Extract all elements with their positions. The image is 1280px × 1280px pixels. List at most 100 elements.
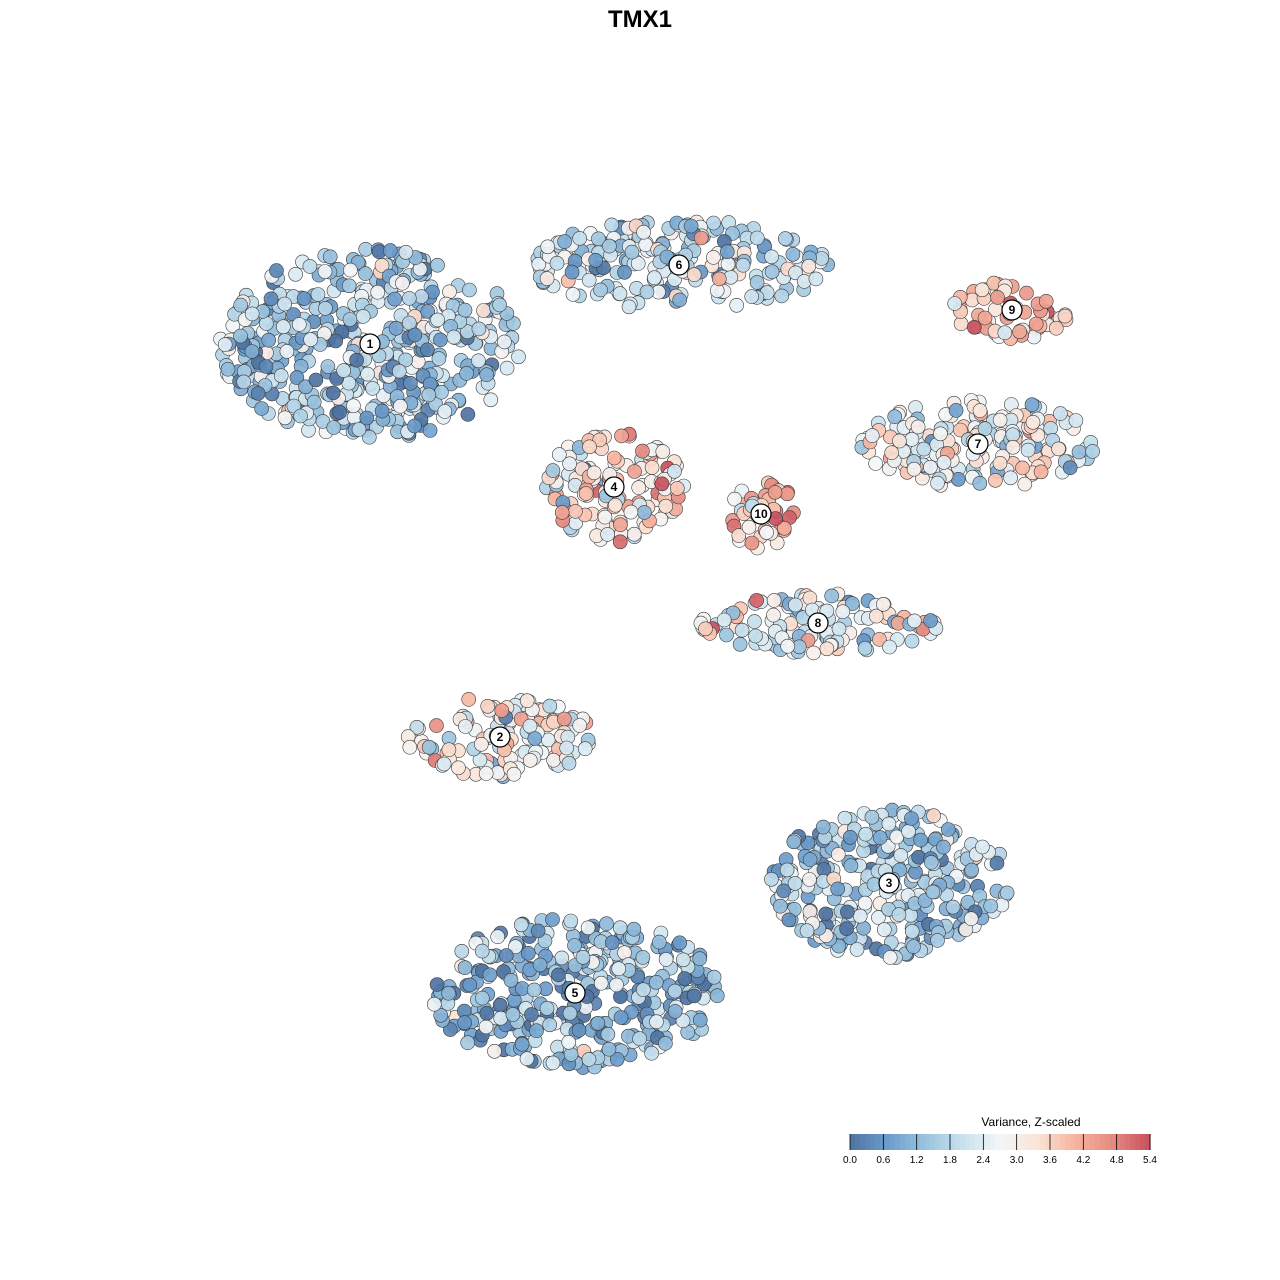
cell-point xyxy=(263,291,279,307)
cell-point xyxy=(830,847,846,862)
cell-point xyxy=(382,243,398,258)
cell-point xyxy=(478,766,494,781)
cell-point xyxy=(864,809,880,825)
colorbar-segment xyxy=(1070,1134,1076,1150)
cell-point xyxy=(609,1052,625,1067)
colorbar-segment xyxy=(910,1134,916,1150)
cell-point xyxy=(1071,444,1087,460)
colorbar-segment xyxy=(1100,1134,1106,1150)
cell-point xyxy=(478,1019,494,1035)
cell-point xyxy=(557,234,572,249)
cell-point xyxy=(530,923,546,939)
cell-point xyxy=(849,942,865,957)
cell-point xyxy=(1025,414,1041,430)
cell-point xyxy=(747,614,762,629)
cell-point xyxy=(462,977,478,993)
cell-point xyxy=(989,855,1005,871)
cell-point xyxy=(542,1017,558,1033)
cell-point xyxy=(1028,316,1044,332)
cell-point xyxy=(567,938,582,953)
cell-point xyxy=(709,988,725,1004)
cell-point xyxy=(482,967,498,983)
cell-point xyxy=(554,505,570,520)
cluster-label-5: 5 xyxy=(564,982,586,1004)
cell-point xyxy=(402,739,418,755)
cell-point xyxy=(913,832,929,848)
cell-point xyxy=(609,977,624,993)
cell-point xyxy=(997,325,1013,341)
colorbar-segment xyxy=(900,1134,906,1150)
colorbar-segment xyxy=(1140,1134,1146,1150)
cell-point xyxy=(872,632,887,647)
cell-point xyxy=(601,1041,617,1057)
cell-point xyxy=(658,498,674,514)
colorbar-segment xyxy=(965,1134,971,1150)
cell-point xyxy=(1024,397,1040,413)
cell-point xyxy=(308,372,324,388)
cell-point xyxy=(741,519,757,535)
cell-point xyxy=(460,407,476,422)
cell-point xyxy=(458,719,473,734)
cell-point xyxy=(279,344,295,359)
cell-point xyxy=(719,627,734,643)
cell-point xyxy=(349,352,364,368)
cell-point xyxy=(582,439,597,455)
cell-point xyxy=(421,739,437,755)
cell-point xyxy=(857,640,873,656)
cell-point xyxy=(719,244,735,259)
cell-point xyxy=(1053,406,1068,421)
cell-point xyxy=(621,299,637,315)
cell-point xyxy=(407,418,422,434)
colorbar-segment xyxy=(1000,1134,1006,1150)
cell-point xyxy=(842,829,858,845)
cell-point xyxy=(343,262,358,278)
cluster-label-text: 8 xyxy=(815,616,822,630)
cell-point xyxy=(686,267,702,283)
cell-point xyxy=(529,1023,544,1038)
cell-point xyxy=(277,410,293,426)
cell-point xyxy=(776,883,791,899)
cell-point xyxy=(554,950,570,966)
cell-point xyxy=(964,862,980,878)
cell-point xyxy=(875,596,891,612)
colorbar-segment xyxy=(1025,1134,1031,1150)
cell-point xyxy=(774,288,790,304)
cell-point xyxy=(686,988,702,1004)
cell-point xyxy=(906,461,922,477)
cluster-label-text: 2 xyxy=(497,730,504,744)
cell-point xyxy=(904,924,920,939)
cell-point xyxy=(787,876,803,891)
cell-point xyxy=(777,231,793,246)
cell-point xyxy=(296,291,312,306)
cell-point xyxy=(561,755,577,771)
cell-point xyxy=(882,950,898,965)
cell-point xyxy=(635,443,650,459)
cell-point xyxy=(667,983,683,999)
cell-point xyxy=(604,935,620,950)
colorbar xyxy=(850,1134,1151,1150)
cell-point xyxy=(341,278,357,294)
cell-point xyxy=(706,250,721,265)
cell-point xyxy=(546,752,561,768)
cell-point xyxy=(999,885,1015,901)
cell-point xyxy=(623,504,639,520)
cell-point xyxy=(749,230,765,246)
colorbar-legend: Variance, Z-scaled 0.0 0.6 1.2 1.8 2.4 3.0 3.6… xyxy=(843,1115,1157,1166)
colorbar-segment xyxy=(970,1134,976,1150)
cell-point xyxy=(614,428,629,444)
cluster-label-3: 3 xyxy=(878,872,900,894)
cell-point xyxy=(537,933,553,949)
cell-point xyxy=(580,920,596,936)
cell-point xyxy=(658,1036,673,1051)
cell-point xyxy=(776,520,792,536)
cell-point xyxy=(626,921,642,937)
cell-point xyxy=(1005,439,1021,455)
cell-point xyxy=(492,297,507,313)
cell-point xyxy=(749,275,765,290)
cell-point xyxy=(904,633,920,649)
cell-point xyxy=(824,588,840,604)
cell-point xyxy=(524,1007,539,1022)
cell-point xyxy=(437,404,453,419)
cluster-label-9: 9 xyxy=(1001,299,1023,321)
cell-point xyxy=(749,593,764,608)
